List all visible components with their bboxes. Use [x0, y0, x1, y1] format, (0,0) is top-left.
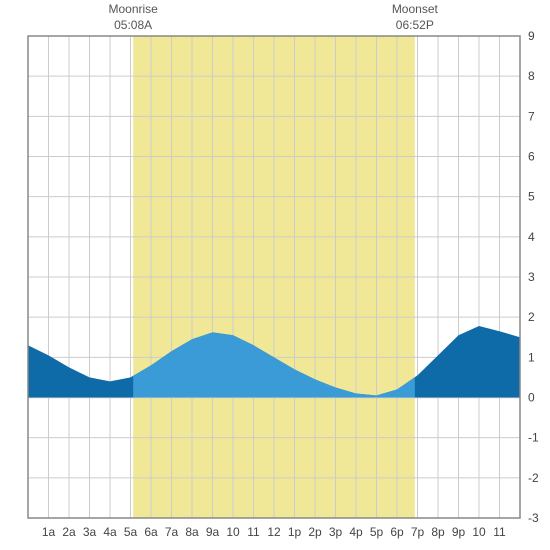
moonset-title: Moonset: [375, 2, 455, 18]
svg-text:6p: 6p: [390, 525, 404, 539]
svg-text:4: 4: [528, 230, 535, 244]
svg-text:-1: -1: [528, 431, 539, 445]
svg-text:11: 11: [493, 525, 506, 539]
svg-text:7: 7: [528, 109, 535, 123]
svg-text:7p: 7p: [411, 525, 425, 539]
svg-text:6: 6: [528, 150, 535, 164]
svg-text:1: 1: [528, 350, 535, 364]
svg-text:8p: 8p: [431, 525, 445, 539]
svg-text:5: 5: [528, 190, 535, 204]
tide-moon-chart: Moonrise 05:08A Moonset 06:52P -3-2-1012…: [0, 0, 550, 550]
chart-svg: -3-2-101234567891a2a3a4a5a6a7a8a9a101112…: [0, 0, 550, 550]
svg-text:2p: 2p: [308, 525, 322, 539]
svg-text:10: 10: [226, 525, 240, 539]
moonrise-time: 05:08A: [93, 18, 173, 34]
svg-text:2: 2: [528, 310, 535, 324]
moonset-label: Moonset 06:52P: [375, 2, 455, 33]
svg-text:11: 11: [247, 525, 260, 539]
svg-text:-3: -3: [528, 511, 539, 525]
svg-text:6a: 6a: [144, 525, 158, 539]
svg-text:9p: 9p: [452, 525, 466, 539]
moonrise-label: Moonrise 05:08A: [93, 2, 173, 33]
svg-text:8a: 8a: [185, 525, 199, 539]
svg-text:2a: 2a: [62, 525, 76, 539]
svg-text:0: 0: [528, 391, 535, 405]
svg-text:4a: 4a: [103, 525, 117, 539]
svg-text:9: 9: [528, 29, 535, 43]
svg-text:3: 3: [528, 270, 535, 284]
svg-text:7a: 7a: [165, 525, 179, 539]
svg-text:-2: -2: [528, 471, 539, 485]
svg-text:8: 8: [528, 69, 535, 83]
svg-text:10: 10: [472, 525, 486, 539]
svg-text:12: 12: [267, 525, 281, 539]
moonrise-title: Moonrise: [93, 2, 173, 18]
svg-text:1a: 1a: [42, 525, 56, 539]
svg-text:4p: 4p: [349, 525, 363, 539]
svg-text:9a: 9a: [206, 525, 220, 539]
svg-text:5a: 5a: [124, 525, 138, 539]
svg-text:1p: 1p: [288, 525, 302, 539]
svg-text:3a: 3a: [83, 525, 97, 539]
svg-text:3p: 3p: [329, 525, 343, 539]
moonset-time: 06:52P: [375, 18, 455, 34]
svg-text:5p: 5p: [370, 525, 384, 539]
